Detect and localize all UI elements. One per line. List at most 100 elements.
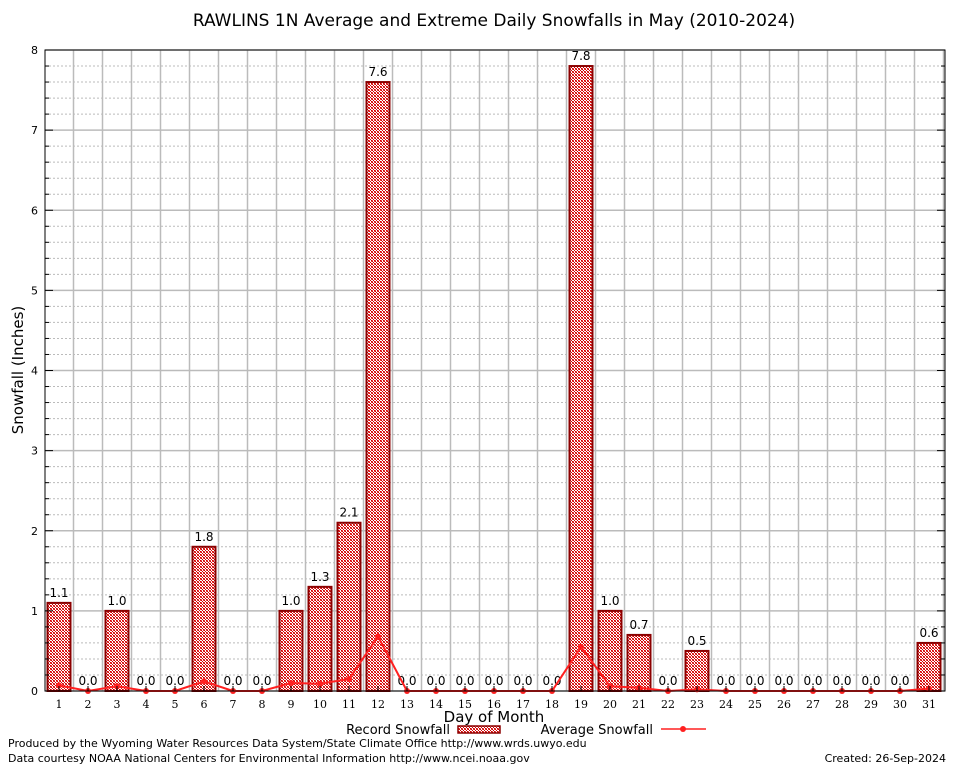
x-tick-label: 6: [201, 698, 208, 711]
x-tick-label: 18: [545, 698, 559, 711]
record-bar: [278, 609, 304, 692]
bar-value-label: 1.1: [49, 586, 68, 600]
bar-value-label: 1.0: [600, 594, 619, 608]
y-tick-label: 7: [31, 124, 38, 137]
bar-value-label: 7.6: [368, 65, 387, 79]
bar-value-label: 0.0: [716, 674, 735, 688]
x-tick-label: 25: [748, 698, 762, 711]
x-tick-label: 14: [429, 698, 443, 711]
bar-value-label: 1.0: [281, 594, 300, 608]
x-tick-label: 26: [777, 698, 791, 711]
legend: Record Snowfall Average Snowfall: [346, 723, 706, 738]
x-tick-label: 11: [342, 698, 356, 711]
footer-courtesy: Data courtesy NOAA National Centers for …: [8, 752, 530, 765]
y-tick-label: 8: [31, 44, 38, 57]
average-point: [578, 643, 584, 650]
x-tick-label: 4: [143, 698, 150, 711]
bar-value-label: 0.6: [919, 626, 938, 640]
x-tick-label: 16: [487, 698, 501, 711]
x-tick-label: 19: [574, 698, 588, 711]
bar-value-label: 2.1: [339, 506, 358, 520]
bar-value-label: 0.0: [513, 674, 532, 688]
x-tick-label: 7: [230, 698, 237, 711]
bar-value-label: 0.0: [165, 674, 184, 688]
legend-average-label: Average Snowfall: [541, 723, 653, 738]
bar-value-label: 0.0: [484, 674, 503, 688]
average-point: [56, 682, 62, 689]
y-tick-label: 0: [31, 685, 38, 698]
x-tick-label: 9: [288, 698, 295, 711]
x-tick-label: 29: [864, 698, 878, 711]
x-tick-label: 30: [893, 698, 907, 711]
average-point: [346, 675, 352, 682]
y-tick-label: 1: [31, 605, 38, 618]
x-tick-label: 17: [516, 698, 530, 711]
bar-value-label: 1.3: [310, 570, 329, 584]
bar-value-label: 0.0: [890, 674, 909, 688]
record-bar: [365, 81, 391, 693]
x-tick-label: 28: [835, 698, 849, 711]
footer-produced: Produced by the Wyoming Water Resources …: [8, 737, 587, 750]
bar-value-label: 0.0: [136, 674, 155, 688]
y-tick-label: 5: [31, 284, 38, 297]
legend-record-swatch: [457, 725, 501, 734]
bar-value-label: 0.0: [426, 674, 445, 688]
average-point: [375, 633, 381, 640]
average-point: [288, 679, 294, 686]
bar-value-label: 0.0: [397, 674, 416, 688]
x-tick-label: 2: [85, 698, 92, 711]
record-bar: [597, 609, 623, 692]
record-bar: [46, 601, 72, 692]
x-tick-label: 5: [172, 698, 179, 711]
bar-value-label: 0.0: [78, 674, 97, 688]
x-tick-label: 22: [661, 698, 675, 711]
y-tick-label: 6: [31, 204, 38, 217]
x-tick-label: 21: [632, 698, 646, 711]
footer-created: Created: 26-Sep-2024: [824, 752, 946, 765]
x-tick-label: 24: [719, 698, 733, 711]
record-bar: [191, 545, 217, 693]
x-tick-label: 3: [114, 698, 121, 711]
bar-value-label: 0.0: [252, 674, 271, 688]
x-tick-label: 20: [603, 698, 617, 711]
record-bar: [307, 585, 333, 693]
bar-value-label: 0.0: [223, 674, 242, 688]
bar-value-label: 7.8: [571, 49, 590, 63]
x-tick-label: 13: [400, 698, 414, 711]
x-axis-label: Day of Month: [444, 708, 545, 726]
x-tick-label: 27: [806, 698, 820, 711]
average-point: [317, 680, 323, 687]
x-tick-label: 1: [56, 698, 63, 711]
legend-record-label: Record Snowfall: [346, 723, 450, 738]
bar-value-label: 1.0: [107, 594, 126, 608]
x-tick-label: 10: [313, 698, 327, 711]
y-tick-label: 3: [31, 445, 38, 458]
y-axis-label: Snowfall (Inches): [9, 306, 27, 434]
chart-title: RAWLINS 1N Average and Extreme Daily Sno…: [193, 11, 795, 31]
x-tick-label: 12: [371, 698, 385, 711]
bar-value-label: 0.0: [658, 674, 677, 688]
legend-average-marker: [680, 726, 686, 732]
bar-value-label: 0.7: [629, 618, 648, 632]
x-tick-label: 15: [458, 698, 472, 711]
bar-value-label: 0.0: [832, 674, 851, 688]
bar-value-label: 0.0: [455, 674, 474, 688]
x-tick-label: 8: [259, 698, 266, 711]
record-bar: [626, 633, 652, 692]
x-tick-label: 23: [690, 698, 704, 711]
record-bar: [916, 641, 942, 692]
y-tick-label: 4: [31, 365, 38, 378]
bar-value-label: 0.5: [687, 634, 706, 648]
bar-value-label: 0.0: [803, 674, 822, 688]
bar-value-label: 0.0: [861, 674, 880, 688]
record-bar: [684, 649, 710, 692]
average-point: [201, 678, 207, 685]
record-bar: [104, 609, 130, 692]
y-tick-label: 2: [31, 525, 38, 538]
record-bar: [568, 65, 594, 692]
bar-value-label: 0.0: [774, 674, 793, 688]
bar-value-label: 0.0: [745, 674, 764, 688]
x-tick-label: 31: [922, 698, 936, 711]
